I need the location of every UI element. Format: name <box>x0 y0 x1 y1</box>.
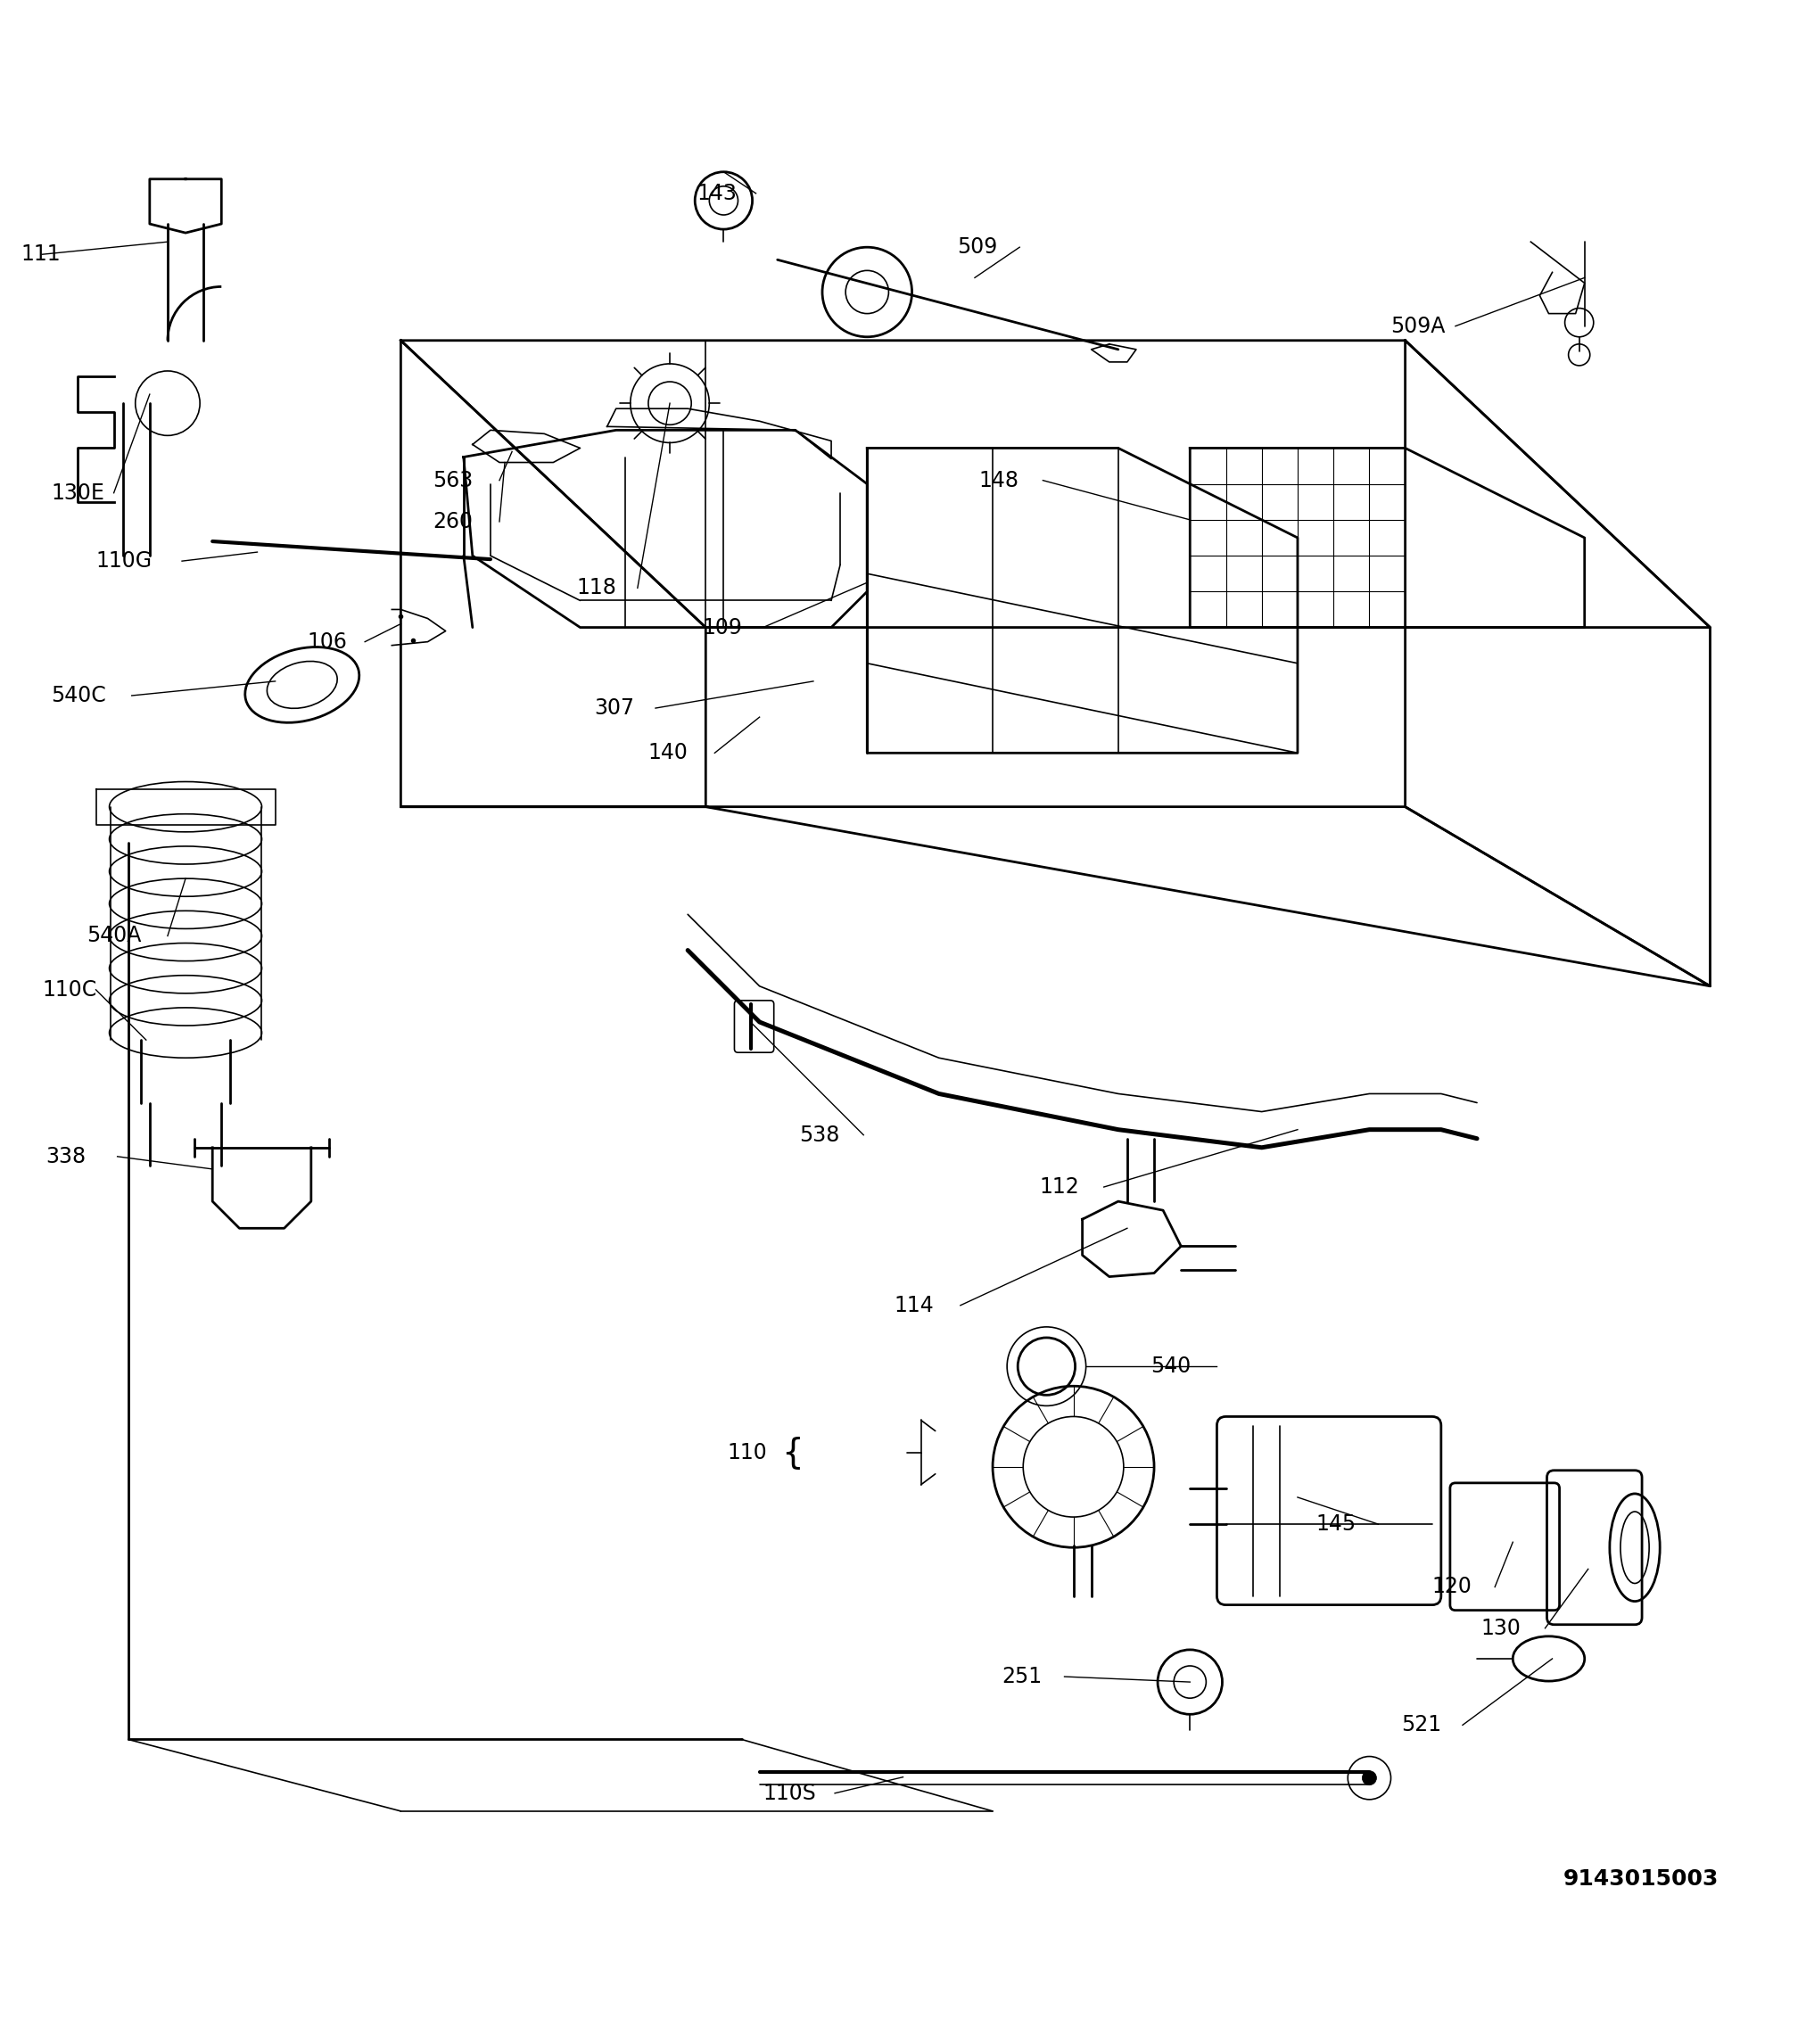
Circle shape <box>1362 1770 1376 1784</box>
Text: 106: 106 <box>307 632 347 652</box>
Text: 110C: 110C <box>42 979 98 1000</box>
Text: {: { <box>780 1435 804 1470</box>
Text: 130: 130 <box>1481 1617 1521 1639</box>
Text: 540: 540 <box>1150 1355 1190 1378</box>
Text: 540A: 540A <box>87 926 141 946</box>
Text: 114: 114 <box>894 1294 934 1316</box>
Text: 148: 148 <box>979 470 1019 491</box>
Text: 538: 538 <box>798 1124 840 1147</box>
Text: 307: 307 <box>594 697 634 719</box>
Text: 110S: 110S <box>764 1782 816 1805</box>
Text: 143: 143 <box>697 182 737 204</box>
Text: 111: 111 <box>20 243 60 266</box>
Text: 118: 118 <box>576 576 616 599</box>
Text: 9143015003: 9143015003 <box>1562 1868 1719 1891</box>
Text: 109: 109 <box>703 617 742 638</box>
Text: 563: 563 <box>433 470 473 491</box>
Text: 338: 338 <box>45 1147 87 1167</box>
Text: 509A: 509A <box>1391 315 1445 337</box>
Text: 145: 145 <box>1315 1513 1356 1535</box>
Text: 112: 112 <box>1038 1175 1080 1198</box>
Text: 251: 251 <box>1002 1666 1042 1688</box>
Text: 509: 509 <box>957 237 997 258</box>
Text: 521: 521 <box>1401 1715 1441 1735</box>
Text: 140: 140 <box>648 742 688 764</box>
Text: 120: 120 <box>1432 1576 1472 1598</box>
Text: 540C: 540C <box>51 685 107 707</box>
Text: 110G: 110G <box>96 550 152 572</box>
Text: 260: 260 <box>433 511 473 531</box>
Text: 130E: 130E <box>51 482 105 503</box>
Text: 110: 110 <box>728 1441 768 1464</box>
